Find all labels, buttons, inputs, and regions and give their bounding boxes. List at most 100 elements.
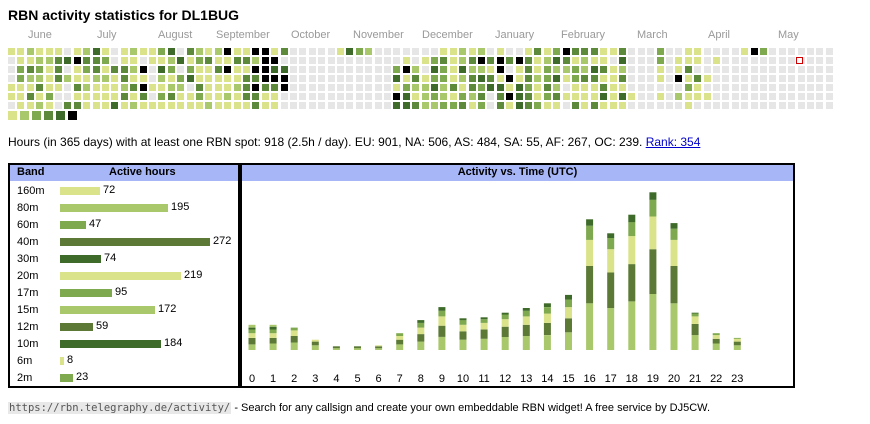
hour-bar-segment xyxy=(269,326,277,330)
heatmap-cell xyxy=(299,93,307,100)
heatmap-cell xyxy=(656,102,664,109)
band-hours-bar xyxy=(60,187,100,195)
heatmap-cell xyxy=(290,102,297,109)
heatmap-cell xyxy=(713,93,720,100)
heatmap-cell xyxy=(778,48,786,55)
heatmap-cell xyxy=(703,93,711,100)
heatmap-cell xyxy=(158,57,166,64)
heatmap-cell xyxy=(243,102,250,109)
heatmap-cell xyxy=(760,48,767,55)
heatmap-cell xyxy=(214,84,222,91)
heatmap-cell xyxy=(581,75,589,82)
hour-bar-segment xyxy=(543,307,551,314)
heatmap-cell xyxy=(214,66,222,73)
heatmap-cell xyxy=(102,48,109,55)
heatmap-cell xyxy=(675,84,683,91)
heatmap-cell xyxy=(393,102,401,109)
heatmap-cell xyxy=(590,66,598,73)
heatmap-cell xyxy=(506,48,514,55)
month-label-april: April xyxy=(708,29,731,41)
heatmap-cell xyxy=(26,48,34,55)
hour-bar-segment xyxy=(628,301,636,350)
heatmap-cell xyxy=(543,48,551,55)
hour-bar-segment xyxy=(691,323,699,336)
heatmap-cell xyxy=(478,66,485,73)
heatmap-cell xyxy=(703,48,711,55)
hour-tick-label: 14 xyxy=(541,373,553,385)
time-chart-header: Activity vs. Time (UTC) xyxy=(242,165,793,181)
heatmap-cell xyxy=(553,75,561,82)
heatmap-cell xyxy=(750,102,758,109)
heatmap-cell xyxy=(562,57,570,64)
heatmap-cell xyxy=(496,57,504,64)
month-label-september: September xyxy=(216,29,270,41)
hour-tick-label: 11 xyxy=(478,373,489,385)
band-hours-bar xyxy=(60,289,112,297)
hour-bar-segment xyxy=(396,336,404,340)
heatmap-cell xyxy=(628,57,636,64)
heatmap-cell xyxy=(327,84,335,91)
heatmap-cell xyxy=(26,57,34,64)
heatmap-cell xyxy=(534,48,542,55)
heatmap-cell xyxy=(572,57,579,64)
heatmap-cell xyxy=(807,93,814,100)
heatmap-cell xyxy=(525,93,532,100)
heatmap-cell xyxy=(393,84,401,91)
heatmap-cell xyxy=(402,48,410,55)
heatmap-cell xyxy=(496,102,504,109)
heatmap-cell xyxy=(525,84,532,91)
band-row: 17m 95 xyxy=(10,285,238,301)
band-hours-bar xyxy=(60,255,101,263)
heatmap-cell xyxy=(788,48,796,55)
heatmap-cell xyxy=(337,84,344,91)
heatmap-cell xyxy=(17,102,25,109)
band-hours-value: 195 xyxy=(171,201,190,213)
month-label-october: October xyxy=(291,29,331,41)
heatmap-cell xyxy=(73,57,81,64)
band-row: 2m 23 xyxy=(10,370,238,386)
heatmap-cell xyxy=(365,102,373,109)
heatmap-cell xyxy=(459,84,467,91)
hour-bar-segment xyxy=(248,337,256,345)
heatmap-cell xyxy=(55,93,62,100)
heatmap-cell xyxy=(675,48,683,55)
heatmap-cell xyxy=(130,57,138,64)
hour-bar-segment xyxy=(269,337,277,344)
heatmap-cell xyxy=(459,102,467,109)
heatmap-cell xyxy=(788,93,796,100)
heatmap-cell xyxy=(553,57,561,64)
heatmap-cell xyxy=(619,57,626,64)
heatmap-cell xyxy=(186,102,194,109)
heatmap-cell xyxy=(224,93,232,100)
footer-url[interactable]: https://rbn.telegraphy.de/activity/ xyxy=(8,402,232,414)
heatmap-cell xyxy=(290,48,297,55)
heatmap-cell xyxy=(8,75,15,82)
hour-bar-segment xyxy=(417,341,425,350)
heatmap-cell xyxy=(722,102,730,109)
heatmap-cell xyxy=(243,57,250,64)
heatmap-cell xyxy=(731,93,739,100)
heatmap-cell xyxy=(769,66,777,73)
heatmap-cell xyxy=(421,93,429,100)
heatmap-cell xyxy=(355,93,363,100)
heatmap-cell xyxy=(111,48,119,55)
hour-tick-label: 0 xyxy=(249,373,255,385)
heatmap-cell xyxy=(120,84,128,91)
heatmap-cell xyxy=(590,102,598,109)
heatmap-cell xyxy=(496,93,504,100)
heatmap-cell xyxy=(431,48,438,55)
hour-bar-segment xyxy=(459,324,467,332)
rank-link[interactable]: Rank: 354 xyxy=(645,135,701,149)
heatmap-cell xyxy=(525,66,532,73)
heatmap-cell xyxy=(572,75,579,82)
heatmap-cell xyxy=(374,66,382,73)
heatmap-cell xyxy=(261,48,269,55)
heatmap-cell xyxy=(431,84,438,91)
heatmap-cell xyxy=(600,84,608,91)
month-label-november: November xyxy=(353,29,404,41)
heatmap-cell xyxy=(308,57,316,64)
heatmap-cell xyxy=(769,102,777,109)
heatmap-cell xyxy=(440,75,448,82)
heatmap-cell xyxy=(666,102,673,109)
heatmap-cell xyxy=(64,66,72,73)
